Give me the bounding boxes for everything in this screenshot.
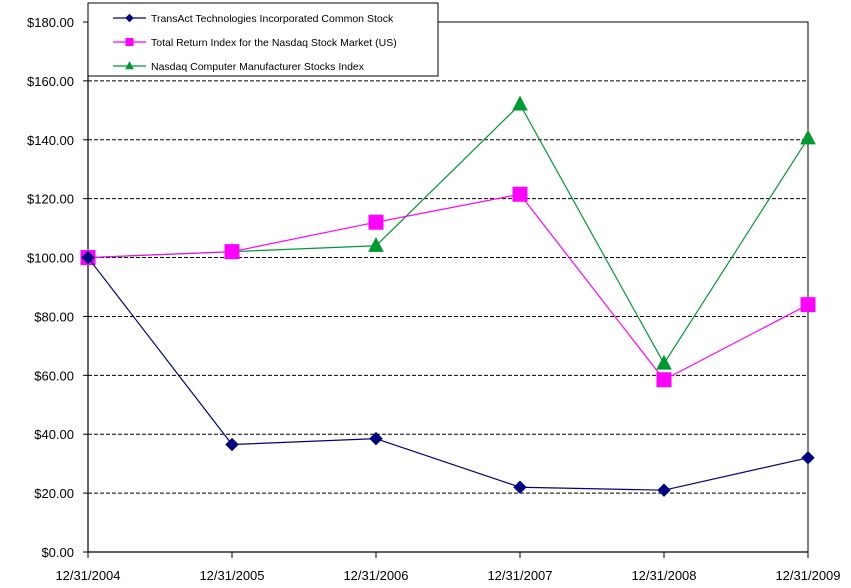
legend-swatch-square — [125, 38, 134, 46]
data-point-diamond — [513, 480, 527, 494]
legend-item: TransAct Technologies Incorporated Commo… — [113, 13, 394, 25]
legend-label: Nasdaq Computer Manufacturer Stocks Inde… — [151, 61, 365, 73]
data-point-diamond — [369, 431, 383, 446]
gridlines — [87, 21, 809, 553]
data-point-diamond — [81, 250, 95, 265]
series-square — [80, 186, 816, 388]
y-tick-label: $60.00 — [34, 368, 74, 383]
y-tick-label: $20.00 — [34, 486, 74, 501]
y-tick-label: $160.00 — [27, 74, 74, 89]
y-tick-label: $80.00 — [34, 309, 74, 324]
legend-swatch-diamond — [125, 13, 134, 23]
data-point-diamond — [657, 483, 671, 497]
y-tick-label: $40.00 — [34, 427, 74, 442]
y-tick-label: $140.00 — [27, 133, 74, 148]
legend-label: Total Return Index for the Nasdaq Stock … — [151, 37, 397, 49]
data-point-triangle — [656, 354, 672, 370]
data-point-square — [368, 214, 384, 230]
data-point-square — [656, 372, 672, 388]
y-tick-label: $100.00 — [27, 251, 74, 266]
legend-box — [87, 2, 439, 77]
x-tick-label: 12/31/2005 — [199, 568, 264, 583]
data-point-triangle — [512, 95, 528, 111]
data-point-diamond — [225, 437, 239, 452]
x-tick-label: 12/31/2004 — [55, 568, 120, 583]
y-tick-label: $120.00 — [27, 192, 74, 207]
legend-item: Total Return Index for the Nasdaq Stock … — [113, 37, 397, 49]
series-triangle — [80, 95, 816, 370]
x-tick-label: 12/31/2009 — [775, 568, 840, 583]
data-point-triangle — [800, 129, 816, 145]
legend-item: Nasdaq Computer Manufacturer Stocks Inde… — [113, 61, 365, 73]
x-tick-label: 12/31/2006 — [343, 568, 408, 583]
data-point-square — [800, 297, 816, 313]
data-point-diamond — [801, 451, 815, 465]
data-point-square — [512, 186, 528, 202]
x-tick-label: 12/31/2007 — [487, 568, 552, 583]
series-line — [87, 257, 809, 491]
data-point-triangle — [368, 237, 384, 252]
series-lines — [80, 95, 816, 497]
series-line — [87, 103, 809, 365]
legend: TransAct Technologies Incorporated Commo… — [87, 2, 439, 77]
legend-swatch-triangle — [125, 61, 134, 70]
series-diamond — [81, 250, 815, 497]
data-point-square — [224, 244, 240, 260]
plot-frame — [87, 21, 809, 553]
y-tick-label: $0.00 — [41, 545, 74, 560]
series-line — [87, 193, 809, 381]
y-tick-label: $180.00 — [27, 15, 74, 30]
legend-label: TransAct Technologies Incorporated Commo… — [151, 13, 394, 25]
x-tick-label: 12/31/2008 — [631, 568, 696, 583]
axes: $0.00 $20.00 $40.00 $60.00 $80.00 $100.00 $120… — [27, 15, 841, 583]
